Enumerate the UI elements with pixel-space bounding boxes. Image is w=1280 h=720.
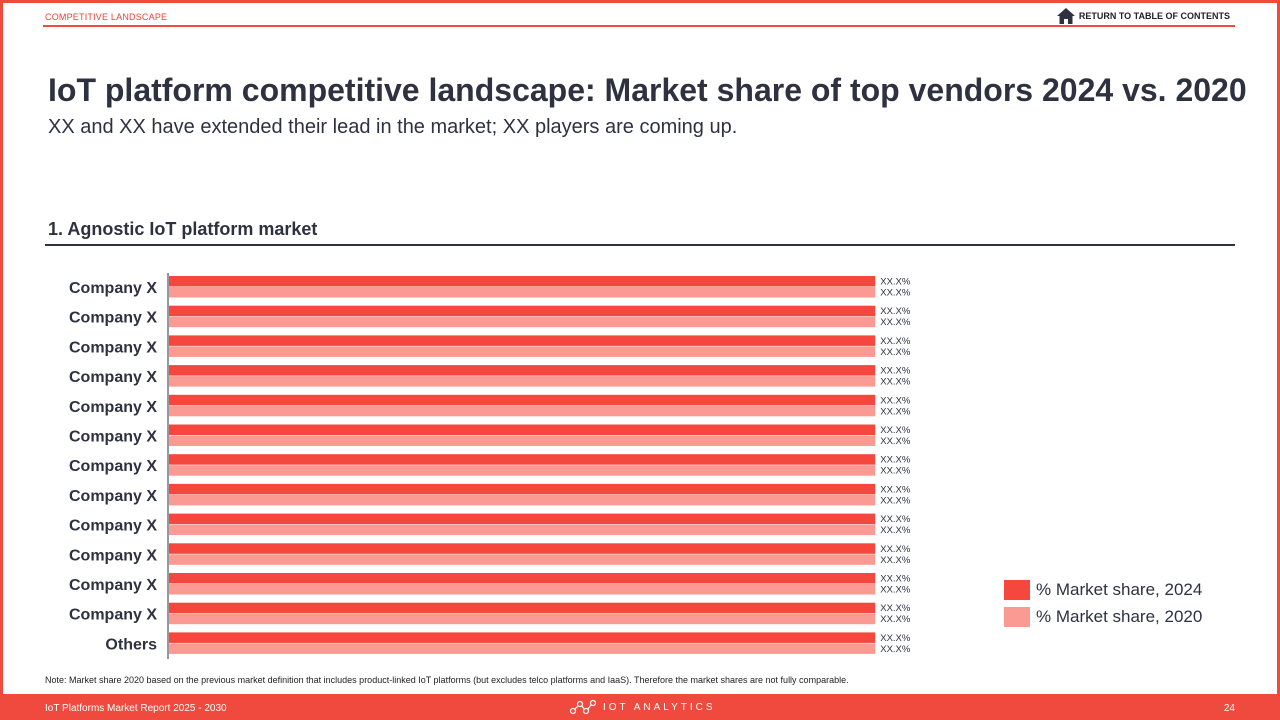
data-label-2020: XX.X% (880, 406, 911, 417)
bar-2024 (169, 394, 876, 406)
bar-2024 (169, 424, 876, 435)
logo-text: IOT ANALYTICS (603, 701, 716, 713)
data-label-2020: XX.X% (880, 436, 911, 447)
legend-swatch-2024 (1004, 579, 1030, 600)
data-label-2024: XX.X% (880, 574, 911, 585)
bar-2024 (169, 632, 876, 643)
footnote: Note: Market share 2020 based on the pre… (45, 675, 849, 685)
data-label-2024: XX.X% (880, 306, 911, 317)
legend-label-2024: % Market share, 2024 (1036, 579, 1203, 599)
data-label-2024: XX.X% (880, 336, 911, 347)
data-label-2020: XX.X% (880, 614, 911, 625)
category-label: Company X (69, 488, 157, 505)
category-label: Company X (69, 280, 157, 297)
bar-2020 (169, 554, 876, 565)
data-label-2024: XX.X% (880, 633, 911, 644)
data-label-2020: XX.X% (880, 644, 911, 655)
logo-nodes-icon (569, 699, 597, 715)
category-label: Company X (69, 339, 157, 356)
bar-2024 (169, 276, 876, 287)
home-icon (1056, 8, 1075, 24)
data-label-2020: XX.X% (880, 377, 911, 388)
bar-2020 (169, 465, 876, 476)
data-label-2024: XX.X% (880, 425, 911, 436)
data-label-2024: XX.X% (880, 455, 911, 466)
data-label-2020: XX.X% (880, 347, 911, 358)
bar-2024 (169, 365, 876, 376)
section-label: COMPETITIVE LANDSCAPE (45, 12, 168, 22)
bar-2024 (169, 513, 876, 525)
data-label-2024: XX.X% (880, 514, 911, 525)
market-share-bar-chart: Company X XX.X%XX.X%Company X XX.X%XX.X%Co… (69, 273, 911, 659)
category-label: Company X (69, 310, 157, 327)
category-label: Company X (69, 518, 157, 535)
bar-2020 (169, 584, 876, 595)
page-title: IoT platform competitive landscape: Mark… (48, 72, 1247, 108)
bar-2024 (169, 454, 876, 465)
data-label-2020: XX.X% (880, 555, 911, 566)
data-label-2020: XX.X% (880, 585, 911, 596)
legend-label-2020: % Market share, 2020 (1036, 606, 1203, 626)
iot-analytics-logo: IOT ANALYTICS (569, 698, 716, 716)
legend-swatch-2020 (1004, 606, 1030, 627)
data-label-2020: XX.X% (880, 466, 911, 477)
data-label-2020: XX.X% (880, 525, 911, 536)
category-label: Company X (69, 577, 157, 594)
bar-2020 (169, 613, 876, 625)
data-label-2024: XX.X% (880, 484, 911, 495)
data-label-2024: XX.X% (880, 366, 911, 377)
bar-2024 (169, 305, 876, 317)
category-label: Company X (69, 429, 157, 446)
page-subtitle: XX and XX have extended their lead in th… (48, 116, 738, 138)
bar-2020 (169, 643, 876, 654)
section-heading: 1. Agnostic IoT platform market (48, 219, 318, 239)
bar-2020 (169, 435, 876, 446)
data-label-2024: XX.X% (880, 277, 911, 288)
legend-item-2020: % Market share, 2020 (1004, 603, 1202, 630)
footer-bar: IoT Platforms Market Report 2025 - 2030 … (0, 694, 1280, 720)
bar-2020 (169, 524, 876, 536)
category-label: Company X (69, 369, 157, 386)
category-label: Company X (69, 399, 157, 416)
bar-2020 (169, 405, 876, 417)
category-label: Others (105, 636, 157, 653)
data-label-2024: XX.X% (880, 544, 911, 555)
data-label-2024: XX.X% (880, 395, 911, 406)
data-label-2020: XX.X% (880, 288, 911, 299)
bar-2024 (169, 543, 876, 554)
bar-2024 (169, 335, 876, 346)
legend-item-2024: % Market share, 2024 (1004, 576, 1202, 603)
category-label: Company X (69, 458, 157, 475)
bar-2024 (169, 483, 876, 495)
page-number: 24 (1223, 703, 1235, 714)
category-label: Company X (69, 607, 157, 624)
bar-2020 (169, 494, 876, 506)
bar-2020 (169, 376, 876, 387)
bar-2020 (169, 287, 876, 298)
header-rule (43, 25, 1235, 27)
category-label: Company X (69, 547, 157, 564)
chart-legend: % Market share, 2024 % Market share, 202… (1004, 576, 1202, 630)
data-label-2020: XX.X% (880, 495, 911, 506)
data-label-2024: XX.X% (880, 603, 911, 614)
return-to-toc-link[interactable]: RETURN TO TABLE OF CONTENTS (1056, 7, 1230, 25)
bar-2020 (169, 316, 876, 328)
section-rule (45, 244, 1235, 246)
data-label-2020: XX.X% (880, 317, 911, 328)
bar-2024 (169, 573, 876, 584)
return-link-label: RETURN TO TABLE OF CONTENTS (1078, 11, 1230, 21)
bar-2020 (169, 346, 876, 357)
bar-2024 (169, 602, 876, 614)
report-name: IoT Platforms Market Report 2025 - 2030 (45, 703, 227, 714)
